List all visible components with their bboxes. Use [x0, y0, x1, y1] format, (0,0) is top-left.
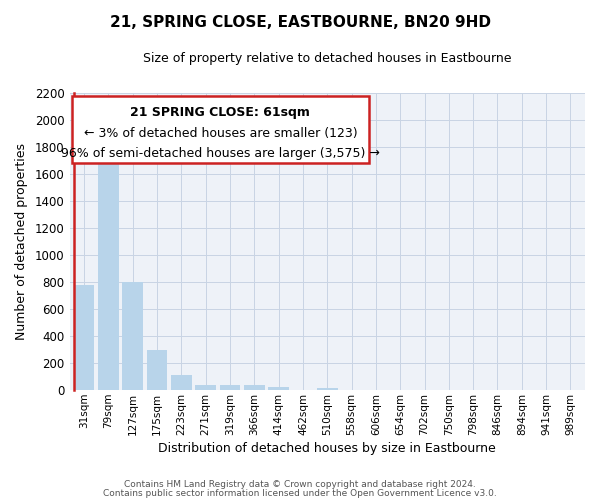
- Bar: [268, 388, 289, 390]
- Bar: [147, 350, 167, 390]
- FancyBboxPatch shape: [72, 96, 368, 163]
- Y-axis label: Number of detached properties: Number of detached properties: [15, 143, 28, 340]
- Bar: [244, 386, 265, 390]
- Title: Size of property relative to detached houses in Eastbourne: Size of property relative to detached ho…: [143, 52, 512, 66]
- Bar: [220, 386, 241, 390]
- Text: Contains public sector information licensed under the Open Government Licence v3: Contains public sector information licen…: [103, 488, 497, 498]
- Bar: [196, 385, 216, 390]
- Bar: [122, 282, 143, 390]
- X-axis label: Distribution of detached houses by size in Eastbourne: Distribution of detached houses by size …: [158, 442, 496, 455]
- Text: ← 3% of detached houses are smaller (123): ← 3% of detached houses are smaller (123…: [83, 126, 357, 140]
- Text: Contains HM Land Registry data © Crown copyright and database right 2024.: Contains HM Land Registry data © Crown c…: [124, 480, 476, 489]
- Bar: [171, 374, 192, 390]
- Bar: [98, 162, 119, 390]
- Text: 21 SPRING CLOSE: 61sqm: 21 SPRING CLOSE: 61sqm: [130, 106, 310, 120]
- Text: 21, SPRING CLOSE, EASTBOURNE, BN20 9HD: 21, SPRING CLOSE, EASTBOURNE, BN20 9HD: [110, 15, 491, 30]
- Bar: [317, 388, 338, 390]
- Bar: [74, 285, 94, 390]
- Text: 96% of semi-detached houses are larger (3,575) →: 96% of semi-detached houses are larger (…: [61, 147, 380, 160]
